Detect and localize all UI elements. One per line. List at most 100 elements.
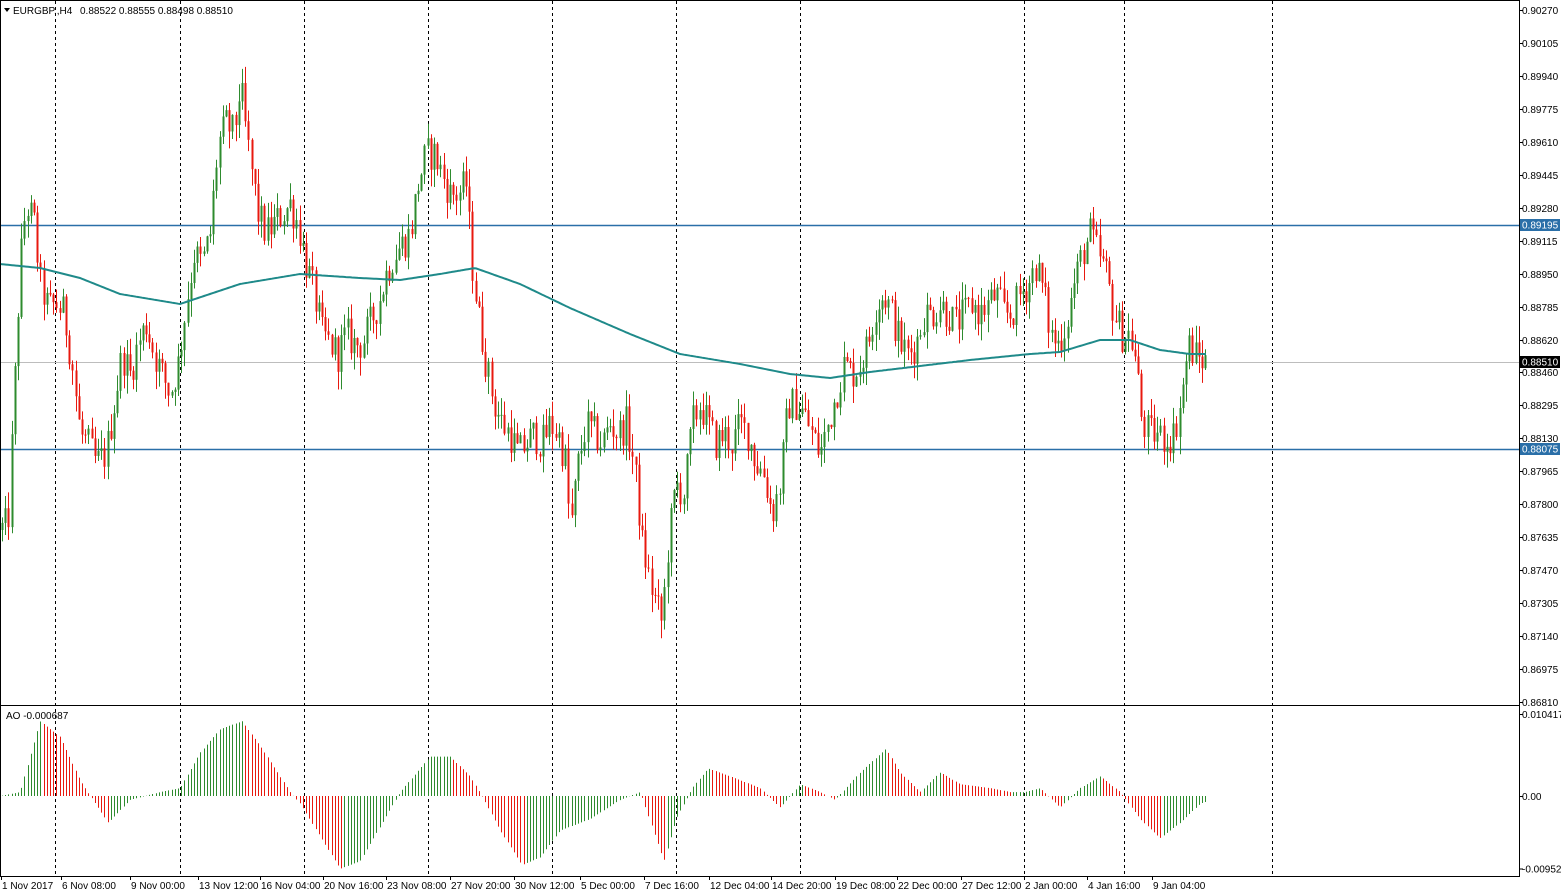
candle-body xyxy=(692,405,695,429)
candle-body xyxy=(619,420,622,439)
candle-body xyxy=(555,433,558,438)
candle-body xyxy=(91,428,94,439)
candle-body xyxy=(254,169,257,184)
candle-body xyxy=(308,266,311,278)
candle-body xyxy=(561,432,564,467)
candle-body xyxy=(1163,425,1166,452)
candle-body xyxy=(763,468,766,478)
candle-body xyxy=(951,306,954,331)
candle-body xyxy=(145,325,148,335)
candle-body xyxy=(993,289,996,301)
candle-body xyxy=(1195,342,1198,364)
candle-body xyxy=(532,422,535,429)
candle-body xyxy=(750,444,753,452)
candle-body xyxy=(347,318,350,328)
candle-body xyxy=(1102,256,1105,259)
candle-body xyxy=(129,354,132,371)
candle-body xyxy=(631,451,634,457)
ao-tick-label: 0.010417 xyxy=(1522,710,1561,721)
candle-body xyxy=(1028,283,1031,303)
price-tick-label: 0.88295 xyxy=(1522,401,1559,412)
candle-body xyxy=(471,211,474,281)
horizontal-levels[interactable] xyxy=(1,224,1519,451)
candle-body xyxy=(657,595,660,597)
candle-body xyxy=(411,228,414,235)
candle-body xyxy=(340,335,343,372)
candle-body xyxy=(1182,384,1185,409)
candle-body xyxy=(955,306,958,310)
time-tick-label: 9 Jan 04:00 xyxy=(1153,881,1206,892)
candle-body xyxy=(868,336,871,342)
candle-body xyxy=(212,190,215,235)
candle-body xyxy=(59,308,62,313)
candle-body xyxy=(49,292,52,295)
candle-body xyxy=(612,426,615,437)
candle-body xyxy=(1105,258,1108,262)
candle-body xyxy=(1134,349,1137,357)
symbol-dropdown-icon[interactable] xyxy=(4,8,10,12)
candle-body xyxy=(948,326,951,331)
price-axis[interactable]: 0.90270 0.90105 0.89940 0.89775 0.89610 0.894… xyxy=(1519,6,1559,709)
candle-body xyxy=(65,296,68,336)
candle-body xyxy=(1185,361,1188,385)
candle-body xyxy=(62,296,65,313)
candle-body xyxy=(433,143,436,170)
candle-body xyxy=(270,217,273,235)
candle-body xyxy=(567,448,570,504)
candle-body xyxy=(225,110,228,117)
candle-body xyxy=(849,360,852,364)
candle-body xyxy=(180,350,183,357)
candle-body xyxy=(123,353,126,376)
candle-body xyxy=(907,339,910,349)
candle-body xyxy=(356,337,359,346)
candle-body xyxy=(462,171,465,193)
price-tick-label: 0.87635 xyxy=(1522,533,1559,544)
candle-body xyxy=(203,251,206,254)
candle-body xyxy=(638,464,641,526)
candle-body xyxy=(46,292,49,305)
candle-body xyxy=(1188,335,1191,362)
candle-body xyxy=(190,283,193,300)
candle-body xyxy=(20,238,23,317)
candle-body xyxy=(436,143,439,170)
candle-body xyxy=(1054,329,1057,344)
candle-body xyxy=(641,525,644,531)
candle-body xyxy=(292,199,295,229)
candle-body xyxy=(900,320,903,352)
candle-body xyxy=(935,322,938,327)
candle-body xyxy=(481,306,484,352)
price-tick-label: 0.89775 xyxy=(1522,105,1559,116)
candle-body xyxy=(1147,415,1150,437)
candle-body xyxy=(1159,425,1162,433)
price-tick-label: 0.89445 xyxy=(1522,171,1559,182)
time-axis[interactable]: 1 Nov 2017 6 Nov 08:00 9 Nov 00:00 13 Nov 1… xyxy=(1,876,1206,892)
candle-body xyxy=(987,300,990,315)
candle-body xyxy=(699,410,702,420)
candle-body xyxy=(1169,446,1172,454)
candle-body xyxy=(919,335,922,337)
candle-body xyxy=(542,424,545,457)
candle-body xyxy=(820,447,823,455)
candle-body xyxy=(84,434,87,436)
candle-body xyxy=(539,454,542,457)
candle-body xyxy=(94,438,97,456)
candle-body xyxy=(1150,415,1153,419)
candle-body xyxy=(881,300,884,310)
candle-body xyxy=(846,356,849,361)
candle-body xyxy=(119,353,122,391)
candle-body xyxy=(974,304,977,313)
candle-body xyxy=(244,82,247,122)
candle-body xyxy=(1111,283,1114,321)
candle-body xyxy=(305,242,308,278)
candle-body xyxy=(468,186,471,212)
price-tick-label: 0.88130 xyxy=(1522,434,1559,445)
candle-body xyxy=(1012,318,1015,326)
candle-body xyxy=(148,334,151,343)
candle-body xyxy=(635,456,638,465)
price-tick-label: 0.86975 xyxy=(1522,665,1559,676)
time-tick-label: 1 Nov 2017 xyxy=(2,881,54,892)
candle-body xyxy=(609,426,612,428)
candle-body xyxy=(523,435,526,452)
candle-body xyxy=(1179,408,1182,437)
